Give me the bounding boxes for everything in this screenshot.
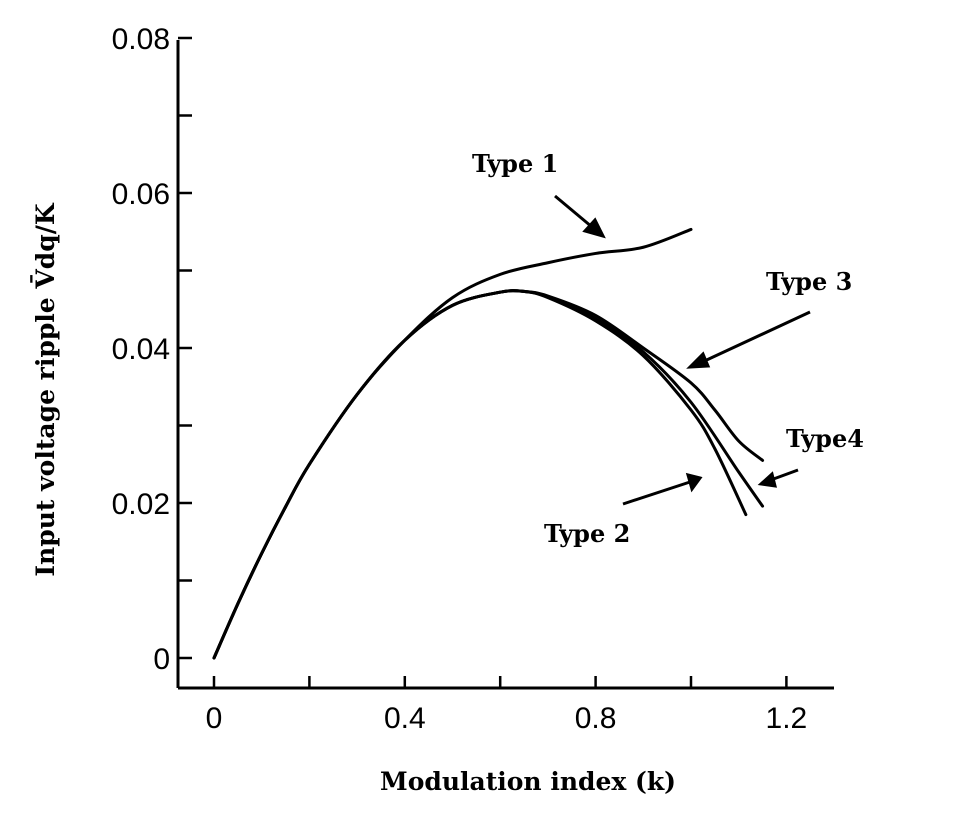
x-tick-label: 0.4 — [384, 702, 426, 735]
annotation-type-2: Type 2 — [544, 519, 630, 548]
axes: 0 0.02 0.04 0.06 0.08 0 0.4 0.8 1.2 — [112, 23, 834, 735]
y-tick-label: 0.02 — [112, 488, 170, 521]
x-tick-label: 0.8 — [575, 702, 617, 735]
annotation-type-3: Type 3 — [766, 267, 852, 296]
series-line-type4 — [212, 289, 765, 660]
x-axis-label: Modulation index (k) — [380, 767, 676, 796]
y-axis-label: Input voltage ripple V̄dq/K — [30, 202, 60, 577]
y-tick-label: 0 — [153, 643, 170, 676]
arrow-type-3 — [697, 310, 811, 366]
arrowhead-type-2 — [685, 472, 703, 493]
y-tick-label: 0.06 — [112, 178, 170, 211]
annotation-type-4: Type4 — [786, 424, 864, 453]
y-tick-label: 0.04 — [112, 333, 170, 366]
arrowhead-type-1 — [582, 217, 606, 239]
annotation-type-1: Type 1 — [472, 149, 558, 178]
curves — [212, 227, 765, 660]
series-line-type-2 — [212, 289, 748, 660]
series-line-type-1 — [212, 227, 693, 660]
series-line-type-3 — [212, 289, 765, 660]
x-tick-label: 1.2 — [766, 702, 808, 735]
arrow-type-2 — [622, 479, 694, 506]
y-tick-label: 0.08 — [112, 23, 170, 56]
arrowhead-type-3 — [686, 351, 711, 369]
x-tick-label: 0 — [206, 702, 223, 735]
arrowhead-type-4 — [757, 471, 777, 488]
